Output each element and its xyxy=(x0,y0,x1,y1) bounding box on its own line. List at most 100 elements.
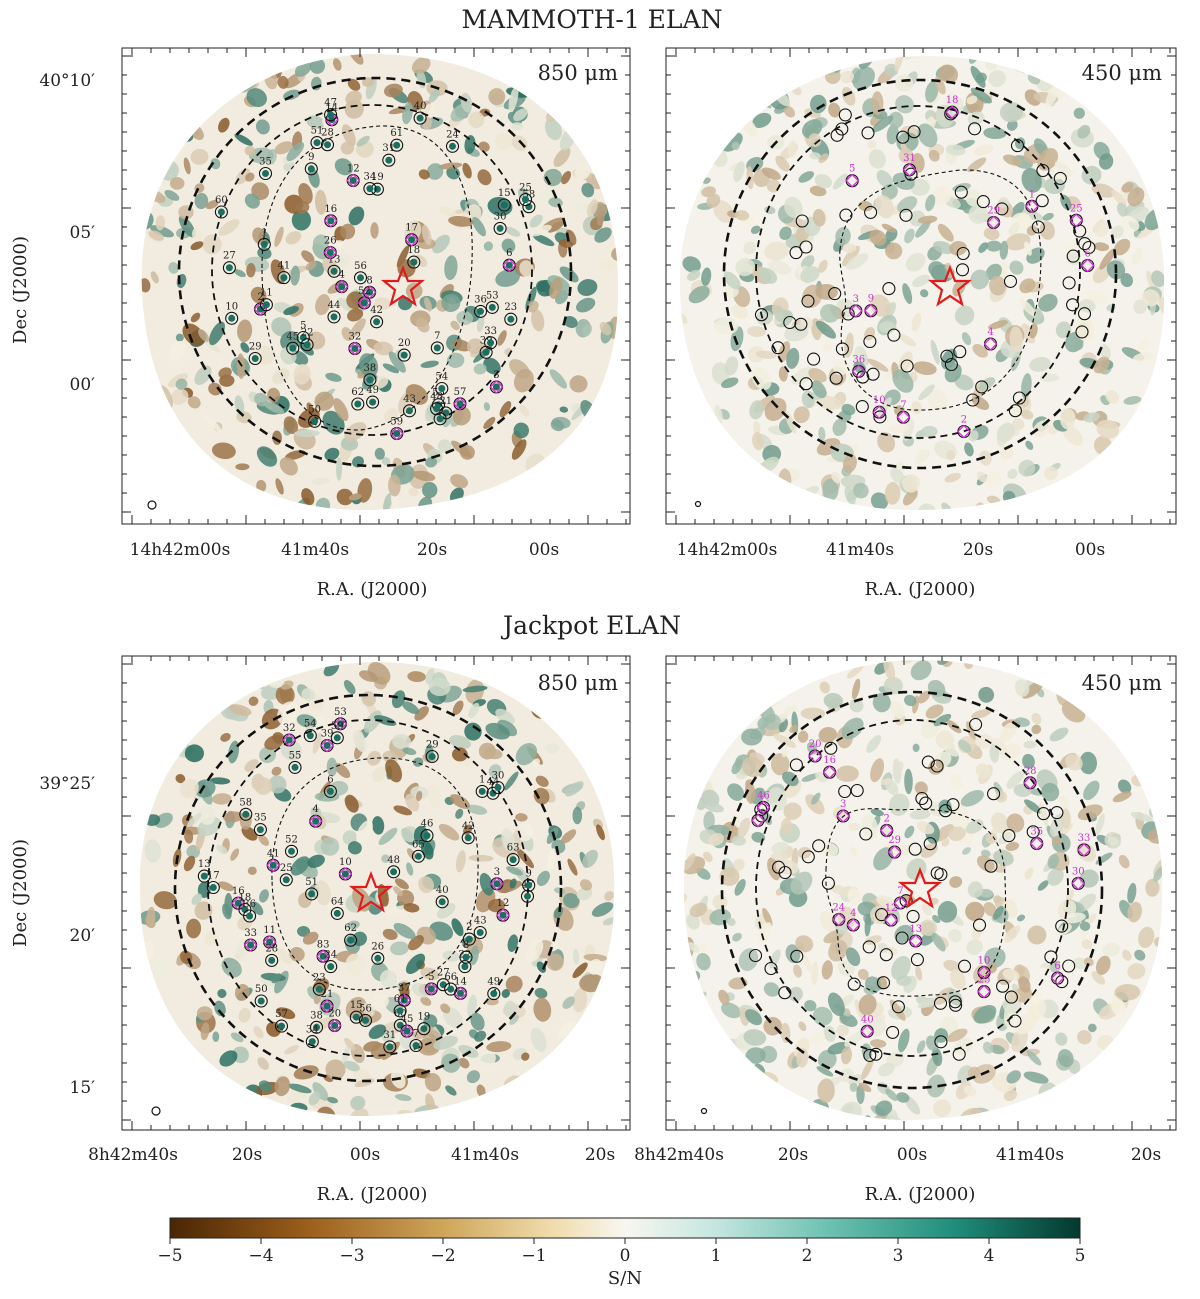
noise-blob xyxy=(155,215,166,231)
noise-blob xyxy=(966,939,983,955)
noise-blob xyxy=(946,449,956,461)
noise-blob xyxy=(1000,722,1017,742)
noise-blob xyxy=(1009,326,1024,353)
source-label: 59 xyxy=(390,417,403,428)
source-core xyxy=(256,826,264,834)
source-label: 2 xyxy=(257,292,263,303)
noise-blob xyxy=(416,317,430,333)
noise-blob xyxy=(1054,161,1072,177)
noise-blob xyxy=(793,964,802,978)
noise-blob xyxy=(212,1031,220,1042)
noise-blob xyxy=(897,196,918,213)
detection-circle xyxy=(957,959,972,973)
noise-blob xyxy=(1118,854,1130,869)
noise-blob xyxy=(1133,299,1147,314)
noise-blob xyxy=(372,376,389,389)
noise-blob xyxy=(818,259,828,273)
source-circle xyxy=(310,136,324,150)
source-label: 15 xyxy=(350,1000,363,1011)
noise-blob xyxy=(993,895,1002,904)
noise-blob xyxy=(876,895,897,909)
noise-blob xyxy=(950,773,964,791)
noise-blob xyxy=(383,408,398,422)
source-circle xyxy=(425,749,439,764)
noise-blob xyxy=(978,686,995,703)
source-circle xyxy=(300,338,314,352)
noise-blob xyxy=(898,351,913,373)
noise-blob xyxy=(752,112,772,128)
contour-outer xyxy=(722,78,1118,470)
noise-blob xyxy=(511,439,527,460)
noise-blob xyxy=(916,821,935,835)
noise-blob xyxy=(954,305,975,326)
noise-blob xyxy=(683,853,696,871)
noise-blob xyxy=(186,918,202,939)
confirmed-diamond xyxy=(308,814,323,829)
noise-blob xyxy=(752,431,764,451)
band-label: 850 μm xyxy=(538,671,618,695)
noise-blob xyxy=(968,204,989,224)
source-core xyxy=(505,261,513,269)
source-label: 6 xyxy=(1085,249,1091,260)
noise-blob xyxy=(428,89,440,103)
noise-blob xyxy=(191,893,203,905)
ra-tick-2: 00s xyxy=(897,1145,927,1165)
colorbar-tick-label: −5 xyxy=(157,1246,182,1266)
source-core xyxy=(303,341,311,349)
noise-blob xyxy=(1038,293,1058,312)
noise-blob xyxy=(583,953,608,962)
noise-blob xyxy=(904,825,915,839)
noise-blob xyxy=(1021,323,1036,344)
source-label: 41 xyxy=(267,848,280,859)
noise-blob xyxy=(789,724,798,733)
detection-circle xyxy=(930,866,944,880)
beam-icon xyxy=(151,1106,161,1116)
source-label: 35 xyxy=(1030,827,1043,838)
noise-blob xyxy=(256,446,278,467)
contour-inner xyxy=(825,808,1007,997)
noise-blob xyxy=(726,917,736,926)
noise-blob xyxy=(249,147,274,164)
detection-circle xyxy=(915,791,929,806)
source-label: 18 xyxy=(946,95,959,106)
noise-blob xyxy=(479,872,494,896)
noise-blob xyxy=(562,996,575,1009)
confirmed-diamond xyxy=(496,908,510,923)
noise-blob xyxy=(1073,957,1087,970)
source-label: 51 xyxy=(311,126,324,137)
noise-blob xyxy=(1102,942,1120,957)
source-core xyxy=(478,787,486,795)
noise-blob xyxy=(904,768,913,795)
detection-circle xyxy=(1077,307,1092,321)
noise-blob xyxy=(473,363,487,375)
noise-blob xyxy=(470,1012,485,1031)
noise-blob xyxy=(850,846,858,856)
noise-blob xyxy=(998,832,1013,845)
noise-blob xyxy=(440,1003,451,1014)
noise-blob xyxy=(1023,1071,1049,1084)
noise-blob xyxy=(917,690,931,704)
noise-blob xyxy=(963,1085,977,1097)
source-circle xyxy=(383,1040,397,1054)
detection-circle xyxy=(972,918,987,932)
source-label: 64 xyxy=(331,896,344,907)
source-label: 12 xyxy=(497,898,510,909)
noise-blob xyxy=(246,88,267,108)
noise-blob xyxy=(315,294,331,316)
noise-blob xyxy=(727,783,745,801)
noise-blob xyxy=(1044,466,1058,480)
noise-blob xyxy=(283,416,299,434)
source-label: 3 xyxy=(494,867,500,878)
colorbar-tick-label: 4 xyxy=(984,1246,995,1266)
noise-blob xyxy=(405,282,423,300)
noise-blob xyxy=(1079,751,1098,775)
source-core xyxy=(420,1025,428,1033)
noise-blob xyxy=(452,700,464,715)
noise-blob xyxy=(983,127,1007,140)
noise-blob xyxy=(1018,976,1031,993)
noise-blob xyxy=(596,210,605,227)
detection-circle xyxy=(1036,807,1051,821)
noise-blob xyxy=(218,367,232,379)
band-label: 850 μm xyxy=(538,61,618,85)
